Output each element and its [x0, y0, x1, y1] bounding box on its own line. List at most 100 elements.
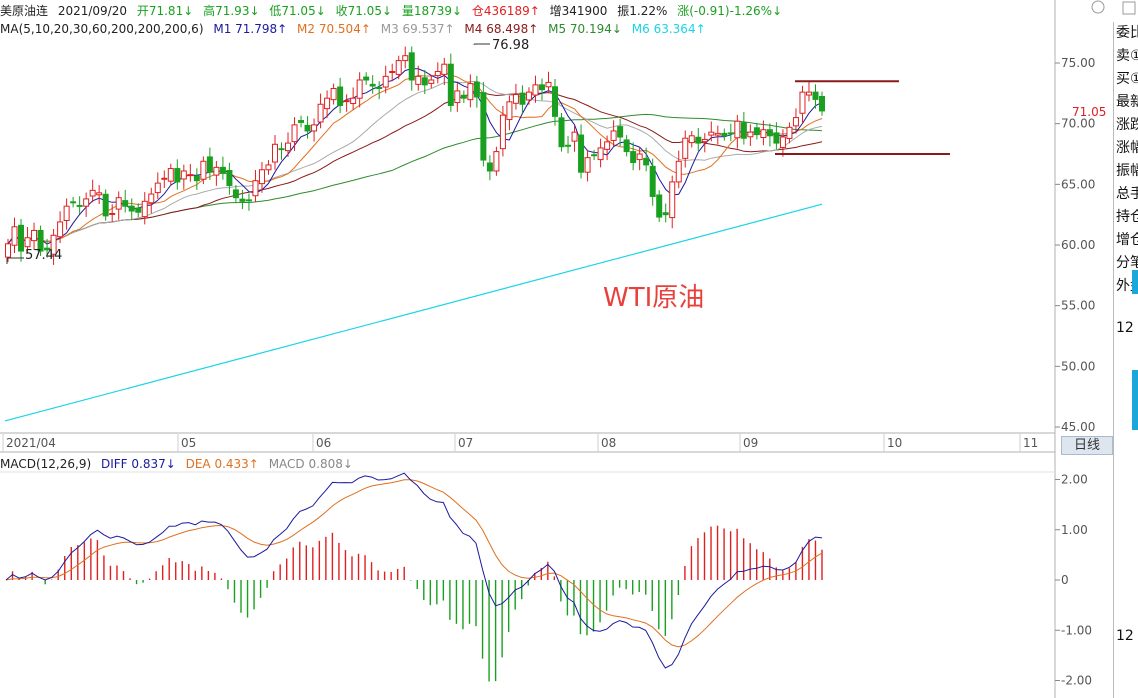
candle-body: [376, 87, 383, 90]
x-tick-label: 07: [458, 436, 473, 450]
sidebar-label: 卖①: [1116, 48, 1138, 64]
sidebar-label: 持仓: [1116, 209, 1138, 225]
symbol-name: 美原油连: [0, 4, 49, 18]
candle-body: [102, 193, 109, 217]
period-daily-button[interactable]: 日线: [1061, 436, 1113, 455]
candle-body: [232, 189, 239, 199]
circle-icon[interactable]: [1091, 0, 1105, 14]
candle-body: [486, 162, 493, 172]
candle-body: [83, 198, 90, 207]
ma6-line: [4, 203, 823, 422]
quote-sidebar: 委比 卖① 买① 最新 涨跌 涨幅 振幅 总手 持仓 增仓 分笔 外盘: [1113, 22, 1138, 698]
candle-body: [265, 164, 272, 171]
x-tick-label: 09: [743, 436, 758, 450]
candle-body: [96, 192, 103, 196]
candle-body: [493, 151, 500, 172]
candle-body: [519, 92, 526, 105]
quote-date: 2021/09/20: [57, 4, 128, 18]
x-tick-label: 06: [316, 436, 331, 450]
candle-body: [773, 132, 780, 144]
ma-m4: M4 68.498↑: [464, 22, 539, 36]
amplitude: 振1.22%: [617, 4, 668, 18]
sidebar-label: 增仓: [1116, 232, 1138, 248]
candle-body: [115, 197, 122, 210]
candle-body: [239, 198, 246, 202]
candle-body: [369, 83, 376, 87]
low-price: 低71.05↓: [269, 4, 326, 18]
candle-body: [148, 193, 155, 204]
candle-body: [434, 70, 441, 77]
candle-body: [180, 170, 187, 180]
candle-body: [805, 91, 812, 96]
candle-body: [219, 166, 226, 174]
change: 涨(-0.91)-1.26%↓: [677, 4, 783, 18]
low-label: 57.44: [25, 248, 62, 263]
candle-body: [740, 122, 747, 139]
candle-body: [154, 182, 161, 194]
candle-body: [675, 160, 682, 183]
candle-body: [350, 97, 357, 105]
sidebar-scroll-marker[interactable]: [1132, 370, 1138, 430]
candle-body: [356, 79, 363, 99]
candle-body: [337, 86, 344, 106]
candle-body: [76, 204, 83, 207]
candle-body: [226, 170, 233, 187]
candle-body: [506, 101, 513, 121]
candle-body: [792, 117, 799, 127]
candle-body: [643, 157, 650, 166]
candle-body: [565, 144, 572, 147]
candle-body: [382, 75, 389, 88]
high-price: 高71.93↓: [203, 4, 260, 18]
candle-body: [682, 137, 689, 159]
x-tick-label: 05: [181, 436, 196, 450]
sidebar-label: 涨跌: [1116, 117, 1138, 133]
candle-body: [5, 243, 11, 258]
candle-body: [245, 199, 252, 202]
candle-body: [44, 247, 51, 251]
high-label: 76.98: [492, 38, 529, 53]
candle-body: [480, 92, 487, 161]
candle-body: [545, 81, 552, 88]
ma3-line: [7, 80, 823, 245]
candle-body: [415, 75, 422, 85]
window-icon[interactable]: [1122, 1, 1136, 15]
candle-body: [252, 180, 259, 197]
candle-body: [18, 224, 25, 252]
candle-body: [701, 138, 708, 143]
candle-body: [538, 84, 545, 91]
last-price-label: 71.05: [1072, 105, 1106, 119]
candle-body: [174, 168, 181, 183]
candle-body: [525, 91, 532, 101]
close-price: 收71.05↓: [335, 4, 393, 18]
macd-value: MACD 0.808↓: [268, 457, 353, 471]
candle-body: [604, 141, 611, 150]
candle-body: [258, 169, 265, 185]
candle-body: [441, 63, 448, 75]
ma-label: MA(5,10,20,30,60,200,200,200,6): [0, 22, 204, 36]
sidebar-label: 买①: [1116, 71, 1138, 87]
candle-body: [571, 131, 578, 142]
candle-body: [285, 142, 292, 152]
candle-body: [473, 81, 480, 98]
candle-body: [89, 189, 96, 197]
candle-body: [552, 86, 559, 117]
ma-m6: M6 63.364↑: [631, 22, 706, 36]
candle-body: [558, 117, 565, 148]
x-tick-label: 2021/04: [6, 436, 56, 450]
macd-dea: DEA 0.433↑: [185, 457, 259, 471]
candle-body: [779, 136, 786, 148]
candle-body: [70, 201, 77, 204]
candle-body: [389, 70, 396, 73]
candle-body: [636, 153, 643, 161]
ma-m1: M1 71.798↑: [213, 22, 288, 36]
candle-body: [421, 77, 428, 86]
sidebar-marker: [1132, 270, 1138, 294]
candle-body: [343, 100, 350, 103]
candle-body: [109, 212, 116, 215]
candle-body: [135, 207, 142, 213]
candle-body: [460, 94, 467, 99]
candle-body: [57, 221, 64, 238]
candle-body: [467, 83, 474, 101]
candle-body: [187, 174, 194, 177]
